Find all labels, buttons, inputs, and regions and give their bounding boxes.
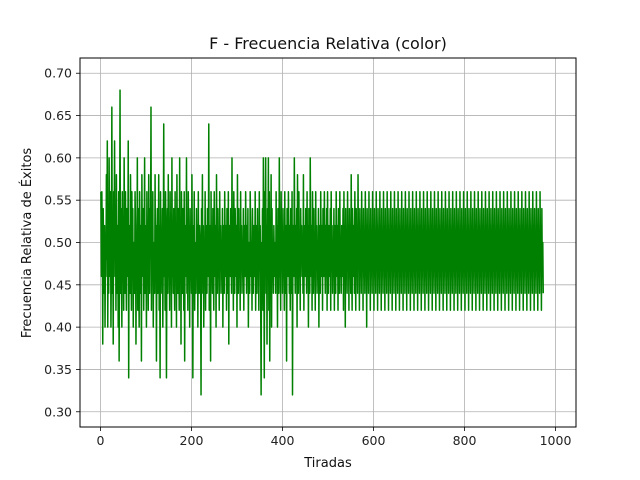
y-tick-label: 0.50 (44, 235, 72, 250)
x-tick-label: 200 (180, 433, 204, 448)
y-tick-label: 0.70 (44, 66, 72, 81)
y-tick-label: 0.60 (44, 150, 72, 165)
x-axis-label: Tiradas (303, 456, 352, 471)
y-axis-label: Frecuencia Relativa de Éxitos (19, 148, 35, 339)
y-tick-label: 0.45 (44, 277, 72, 292)
y-tick-label: 0.35 (44, 362, 72, 377)
series-line (100, 89, 544, 396)
series-layer (100, 89, 544, 396)
y-axis: 0.30 0.35 0.40 0.45 0.50 0.55 0.60 0.65 0.70 (44, 66, 80, 419)
y-tick-label: 0.40 (44, 320, 72, 335)
y-tick-label: 0.65 (44, 108, 72, 123)
x-tick-label: 800 (453, 433, 477, 448)
chart-title: F - Frecuencia Relativa (color) (209, 34, 447, 53)
x-tick-label: 400 (271, 433, 295, 448)
x-tick-label: 1000 (540, 433, 572, 448)
y-tick-label: 0.55 (44, 193, 72, 208)
x-axis: 0 200 400 600 800 1000 (97, 427, 572, 448)
x-tick-label: 0 (97, 433, 105, 448)
x-tick-label: 600 (362, 433, 386, 448)
y-tick-label: 0.30 (44, 404, 72, 419)
